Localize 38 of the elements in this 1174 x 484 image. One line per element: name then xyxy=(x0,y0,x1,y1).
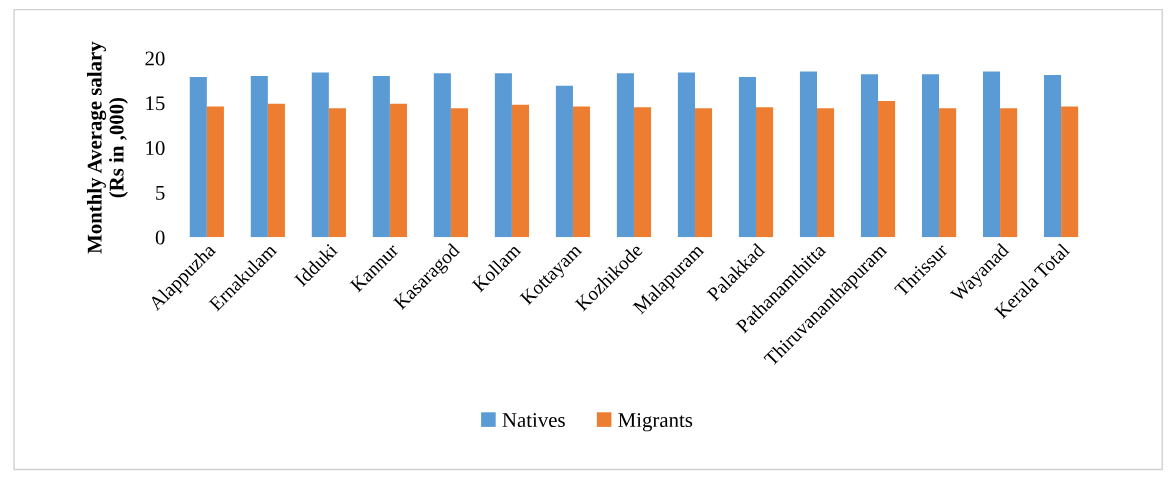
bar xyxy=(389,103,407,238)
bar xyxy=(267,103,285,238)
bar xyxy=(433,73,451,238)
legend-label: Migrants xyxy=(618,413,693,432)
bar xyxy=(450,108,468,238)
bar xyxy=(1000,108,1018,238)
y-tick-label: 0 xyxy=(155,230,165,245)
bar xyxy=(738,76,756,238)
bar xyxy=(817,108,835,238)
bar xyxy=(616,73,634,238)
bar xyxy=(206,106,224,238)
bar xyxy=(372,75,390,238)
bar xyxy=(511,104,530,238)
bar xyxy=(1043,75,1062,238)
bar xyxy=(982,71,1001,238)
bar xyxy=(250,75,268,238)
bar xyxy=(860,74,879,238)
bar xyxy=(633,107,652,238)
bar xyxy=(572,106,591,238)
y-axis-title: Monthly Average salary (Rs in ,000) xyxy=(87,41,128,254)
bar xyxy=(878,101,896,238)
y-tick-label: 15 xyxy=(146,96,165,111)
legend-label: Natives xyxy=(502,413,565,428)
bar xyxy=(694,108,713,238)
bar xyxy=(494,73,512,238)
y-tick-label: 20 xyxy=(145,51,165,66)
bar xyxy=(677,72,695,238)
bar xyxy=(311,72,329,238)
bar xyxy=(1061,106,1079,238)
bar xyxy=(755,107,774,238)
bar xyxy=(189,76,207,238)
bar xyxy=(921,74,940,238)
bar xyxy=(328,108,346,238)
y-tick-label: 5 xyxy=(156,185,165,200)
bar xyxy=(939,108,957,238)
y-tick-label: 10 xyxy=(146,140,165,156)
bar xyxy=(555,85,573,238)
bar xyxy=(799,71,818,238)
